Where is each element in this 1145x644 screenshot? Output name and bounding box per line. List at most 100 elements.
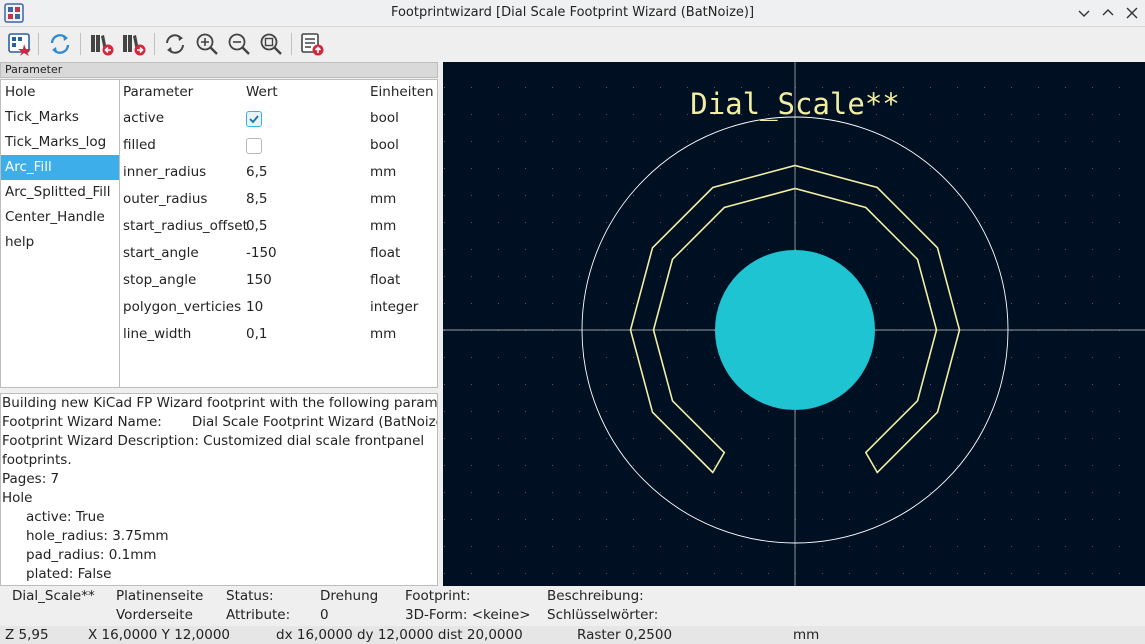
parameter-name: line_width — [123, 326, 192, 342]
parameter-row[interactable]: start_angle -150 float — [120, 240, 436, 267]
page-list-item[interactable]: help — [5, 234, 35, 250]
title-bar: Footprintwizard [Dial Scale Footprint Wi… — [0, 0, 1145, 27]
parameter-unit: integer — [370, 299, 419, 315]
message-line: plated: False — [26, 566, 112, 582]
grid-size: Raster 0,2500 — [577, 627, 673, 643]
zoom-out-icon — [228, 33, 250, 55]
toolbar-separator — [80, 33, 81, 55]
app-icon — [4, 3, 24, 23]
cursor-position: X 16,0000 Y 12,0000 — [88, 627, 231, 643]
export-footprint-icon — [301, 33, 324, 56]
units-readout: mm — [793, 627, 820, 643]
parameter-value[interactable]: -150 — [246, 245, 277, 261]
parameter-name: active — [123, 110, 165, 126]
refresh-button[interactable] — [47, 31, 73, 57]
page-list-item[interactable]: Tick_Marks_log — [5, 134, 107, 150]
refresh-icon — [50, 34, 70, 54]
parameter-unit: float — [370, 245, 401, 261]
window-title: Footprintwizard [Dial Scale Footprint Wi… — [390, 5, 755, 20]
next-page-icon — [123, 35, 146, 56]
parameter-name: filled — [123, 137, 156, 153]
parameter-row[interactable]: outer_radius 8,5 mm — [120, 186, 436, 213]
parameter-row[interactable]: start_radius_offset 0,5 mm — [120, 213, 436, 240]
close-button[interactable] — [1123, 4, 1141, 22]
parameter-header: Parameter — [0, 62, 438, 78]
parameter-value[interactable]: 8,5 — [246, 191, 268, 207]
next-page-button[interactable] — [121, 31, 147, 57]
page-list-item[interactable]: Arc_Splitted_Fill — [5, 184, 111, 200]
page-list-item[interactable]: Center_Handle — [5, 209, 105, 225]
page-list-item[interactable]: Tick_Marks — [5, 109, 79, 125]
footprint-name: Dial_Scale** — [12, 588, 95, 604]
grid-header-row: Parameter Wert Einheiten — [120, 80, 436, 107]
parameter-unit: bool — [370, 137, 399, 153]
parameter-value[interactable]: 6,5 — [246, 164, 268, 180]
parameter-name: start_angle — [123, 245, 199, 261]
message-line: Footprint Wizard Name: Dial Scale Footpr… — [2, 414, 438, 430]
page-list-item[interactable]: Hole — [5, 84, 36, 100]
keywords-label: Schlüsselwörter: — [547, 607, 659, 623]
checkmark-icon — [249, 115, 259, 124]
close-icon — [1126, 7, 1138, 19]
parameter-row[interactable]: filled bool — [120, 132, 436, 159]
parameter-unit: mm — [370, 326, 397, 342]
zoom-fit-icon — [260, 33, 282, 55]
parameter-name: start_radius_offset — [123, 218, 248, 234]
zoom-fit-button[interactable] — [258, 31, 284, 57]
redraw-button[interactable] — [162, 31, 188, 57]
side-label: Platinenseite — [116, 588, 204, 604]
zoom-in-button[interactable] — [194, 31, 220, 57]
rotation-value: 0 — [320, 607, 329, 623]
message-line: active: True — [26, 509, 105, 525]
zoom-readout: Z 5,95 — [5, 627, 49, 643]
select-wizard-icon — [8, 33, 31, 56]
parameter-value[interactable]: 10 — [246, 299, 264, 315]
previous-page-button[interactable] — [89, 31, 115, 57]
export-footprint-button[interactable] — [299, 31, 325, 57]
parameter-grid: Parameter Wert Einheiten active bool fille… — [120, 79, 438, 388]
parameter-row[interactable]: polygon_verticies 10 integer — [120, 294, 436, 321]
minimize-button[interactable] — [1075, 4, 1093, 22]
previous-page-icon — [91, 35, 114, 56]
parameter-row[interactable]: inner_radius 6,5 mm — [120, 159, 436, 186]
select-wizard-button[interactable] — [7, 31, 33, 57]
description-label: Beschreibung: — [547, 588, 644, 604]
status-label: Status: — [226, 588, 274, 604]
parameter-value[interactable]: 0,1 — [246, 326, 268, 342]
coordinate-bar: Z 5,95 X 16,0000 Y 12,0000 dx 16,0000 dy… — [0, 626, 1145, 644]
message-line: footprints. — [2, 452, 72, 468]
page-list[interactable]: Hole Tick_Marks Tick_Marks_log Arc_Fill Arc_… — [0, 79, 120, 388]
parameter-name: stop_angle — [123, 272, 197, 288]
relative-position: dx 16,0000 dy 12,0000 dist 20,0000 — [276, 627, 523, 643]
parameter-unit: mm — [370, 164, 397, 180]
reference-label: Dial_Scale** — [690, 87, 900, 122]
chevron-down-icon — [1078, 10, 1090, 17]
grid-dots — [444, 87, 1120, 574]
parameter-row[interactable]: line_width 0,1 mm — [120, 321, 436, 348]
redraw-icon — [166, 34, 184, 54]
maximize-button[interactable] — [1099, 4, 1117, 22]
parameter-checkbox[interactable] — [246, 138, 262, 154]
parameter-checkbox[interactable] — [246, 111, 262, 127]
page-list-item[interactable]: Arc_Fill — [1, 155, 119, 180]
message-line: Pages: 7 — [2, 471, 60, 487]
footprint-preview-canvas[interactable]: Dial_Scale** — [443, 62, 1145, 586]
courtyard-circle — [581, 116, 1009, 544]
parameter-row[interactable]: active bool — [120, 105, 436, 132]
message-line: Building new KiCad FP Wizard footprint w… — [2, 395, 438, 411]
zoom-in-icon — [196, 33, 218, 55]
footprint-preview: Dial_Scale** — [443, 62, 1145, 586]
parameter-value[interactable]: 150 — [246, 272, 272, 288]
rotation-label: Drehung — [320, 588, 379, 604]
build-messages-panel[interactable]: Building new KiCad FP Wizard footprint w… — [0, 393, 438, 586]
column-header-value[interactable]: Wert — [246, 84, 278, 100]
message-line: Footprint Wizard Description: Customized… — [2, 433, 425, 449]
chevron-up-icon — [1102, 9, 1114, 16]
parameter-unit: mm — [370, 191, 397, 207]
column-header-parameter[interactable]: Parameter — [123, 84, 194, 100]
parameter-value[interactable]: 0,5 — [246, 218, 268, 234]
column-header-unit[interactable]: Einheiten — [370, 84, 434, 100]
zoom-out-button[interactable] — [226, 31, 252, 57]
3d-model-label: 3D-Form: <keine> — [405, 607, 531, 623]
parameter-row[interactable]: stop_angle 150 float — [120, 267, 436, 294]
